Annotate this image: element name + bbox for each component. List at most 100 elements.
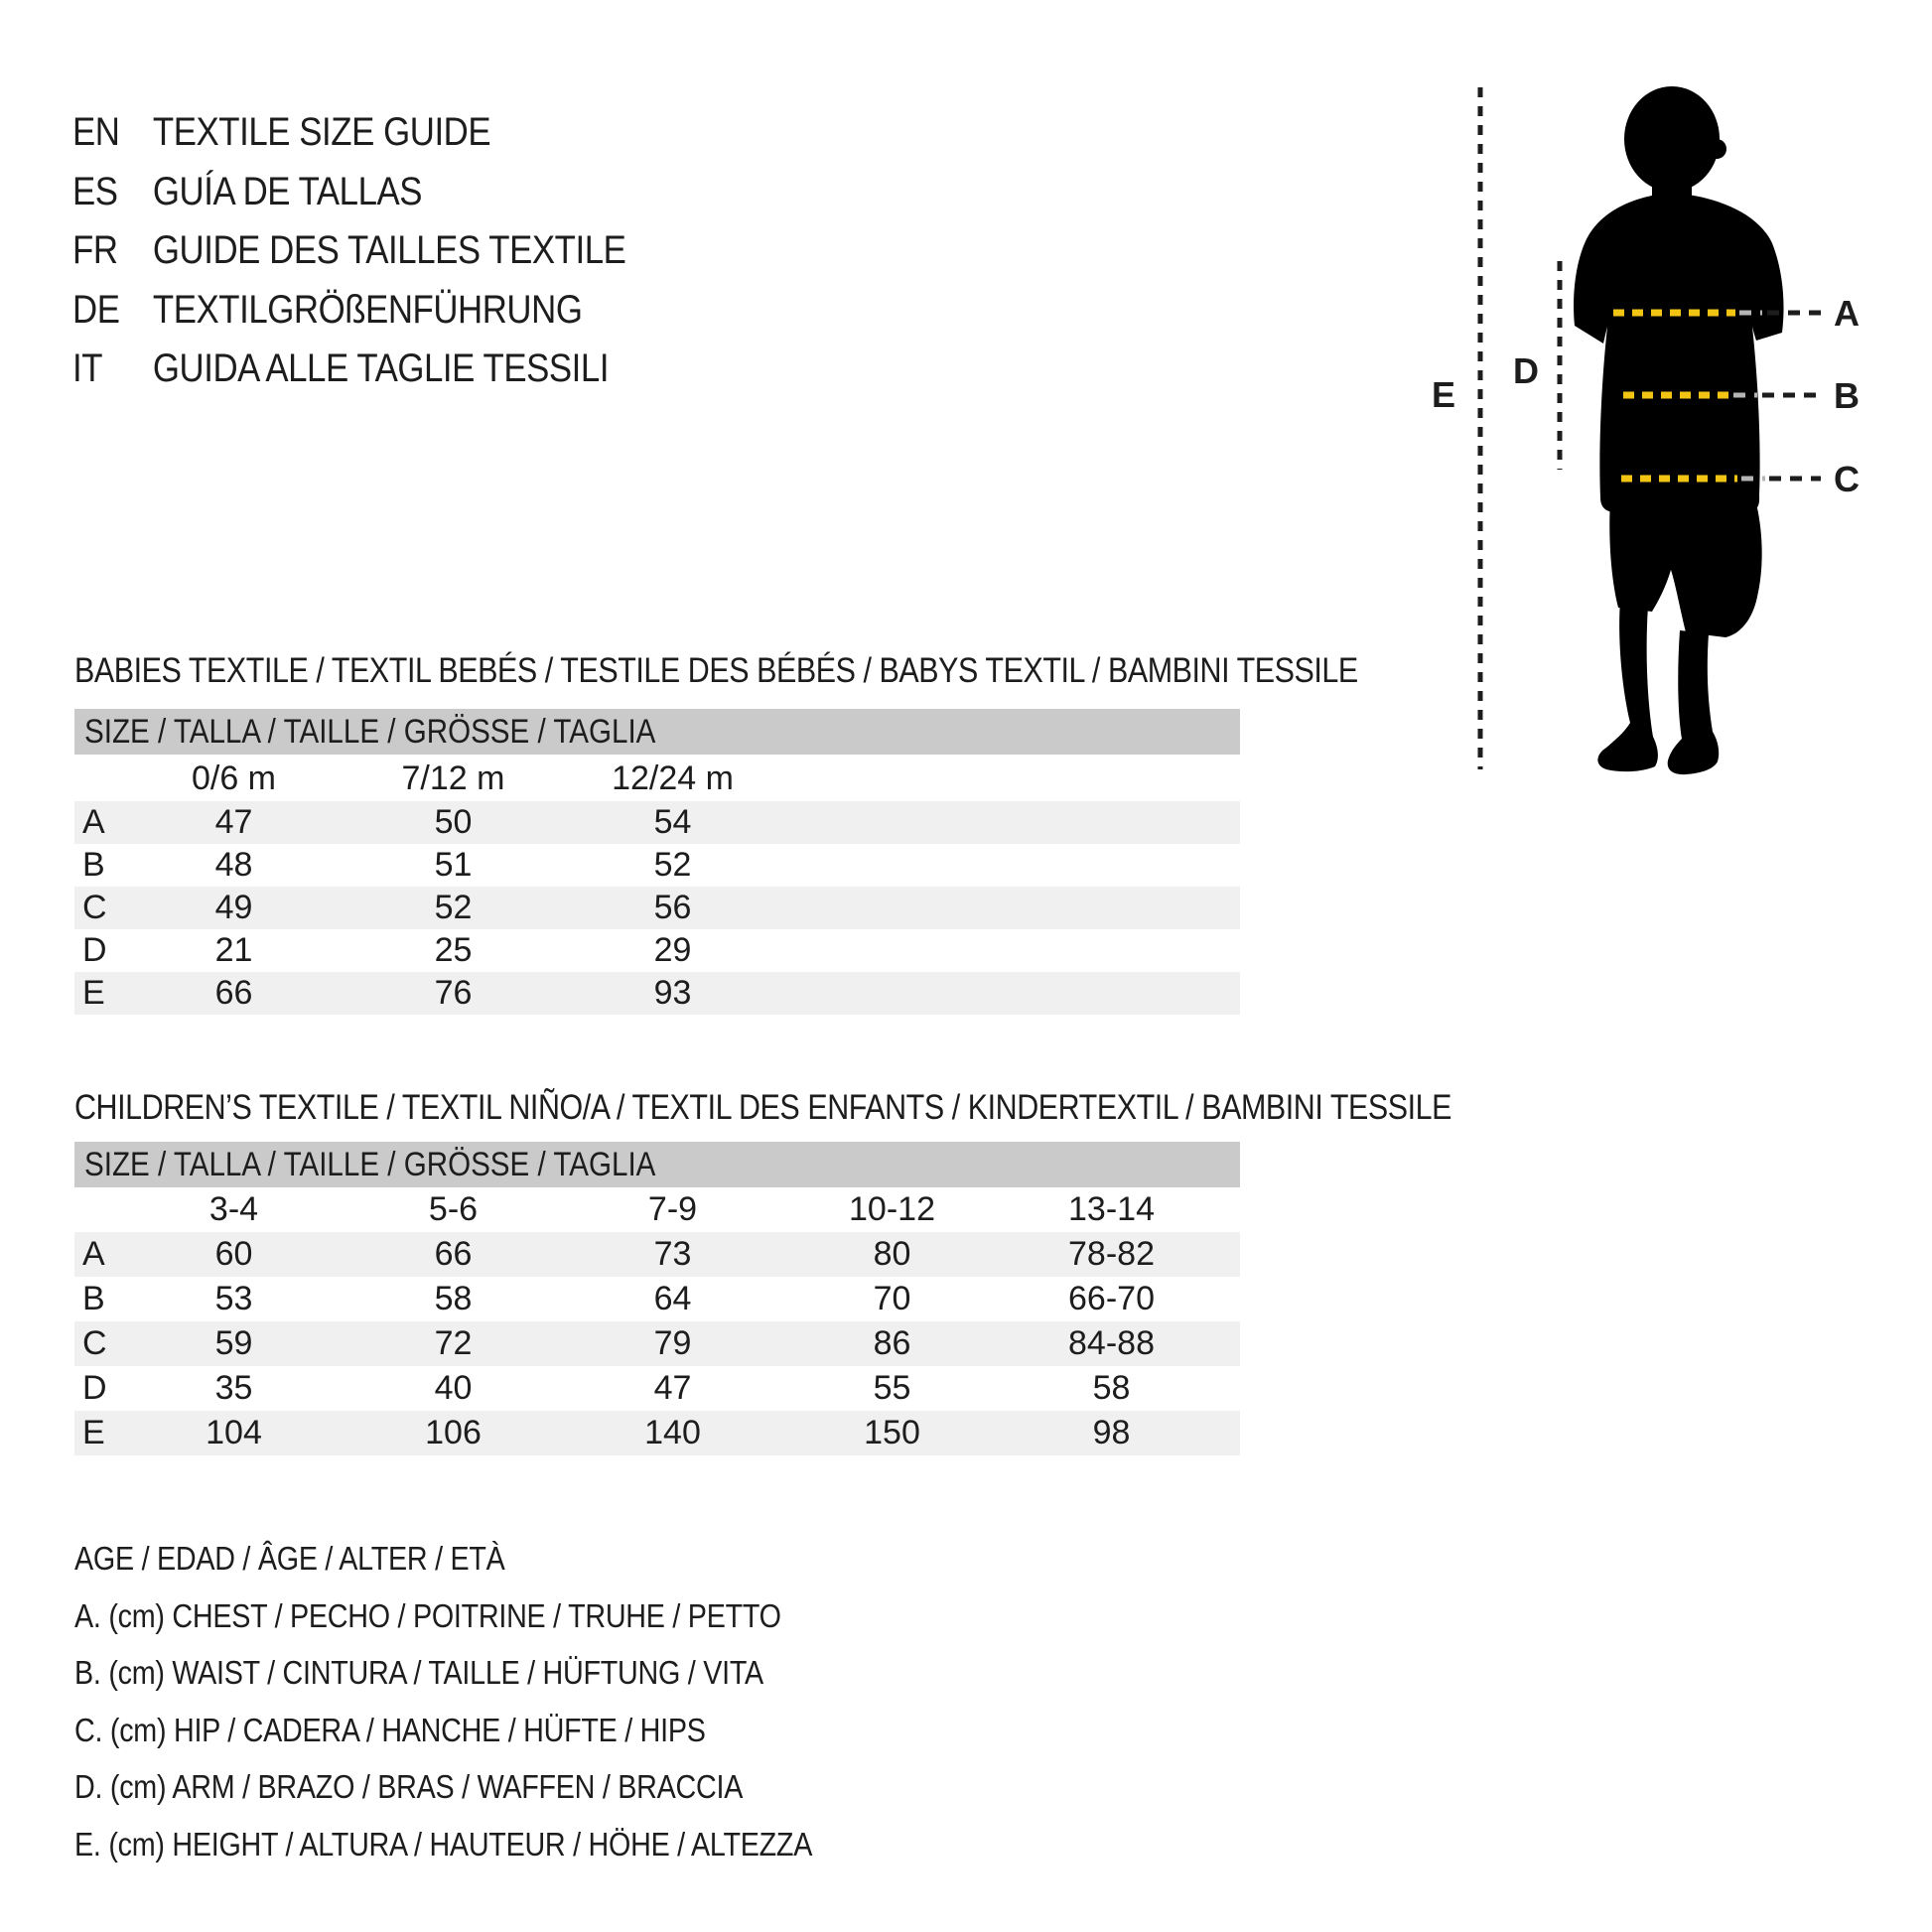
row-label: C <box>82 889 107 926</box>
silhouette-left-leg <box>1597 601 1658 772</box>
children-size-header-bar: SIZE / TALLA / TAILLE / GRÖSSE / TAGLIA <box>74 1142 1240 1187</box>
table-cell: 58 <box>434 1280 473 1317</box>
measurement-legend: AGE / EDAD / ÂGE / ALTER / ETÀ A. (cm) C… <box>74 1530 922 1873</box>
children-column-header-row: 3-4 5-6 7-9 10-12 13-14 <box>74 1187 1240 1232</box>
language-code: DE <box>72 287 120 332</box>
row-label: D <box>82 931 107 969</box>
figure-label-a: A <box>1834 293 1860 334</box>
row-label: A <box>82 803 105 841</box>
table-cell: 70 <box>873 1280 911 1317</box>
legend-line-arm: D. (cm) ARM / BRAZO / BRAS / WAFFEN / BR… <box>74 1768 744 1806</box>
table-row: C 49 52 56 <box>74 887 1240 929</box>
table-cell: 59 <box>214 1324 253 1362</box>
table-row: D 21 25 29 <box>74 929 1240 972</box>
table-cell: 66-70 <box>1068 1280 1155 1317</box>
figure-label-e: E <box>1432 374 1455 415</box>
column-header: 12/24 m <box>612 759 734 797</box>
row-label: D <box>82 1369 107 1407</box>
table-row: E 104 106 140 150 98 <box>74 1411 1240 1455</box>
language-title: GUIDA ALLE TAGLIE TESSILI <box>152 346 610 391</box>
legend-line-hip: C. (cm) HIP / CADERA / HANCHE / HÜFTE / … <box>74 1711 706 1748</box>
silhouette-shirt <box>1574 194 1784 512</box>
size-header-label: SIZE / TALLA / TAILLE / GRÖSSE / TAGLIA <box>84 1146 656 1183</box>
table-cell: 78-82 <box>1068 1235 1155 1273</box>
column-header: 0/6 m <box>191 759 277 797</box>
silhouette-right-leg <box>1667 630 1720 775</box>
table-row: A 60 66 73 80 78-82 <box>74 1232 1240 1277</box>
table-cell: 47 <box>214 803 253 841</box>
table-cell: 106 <box>425 1414 482 1451</box>
column-header: 3-4 <box>208 1190 259 1228</box>
table-cell: 79 <box>653 1324 692 1362</box>
table-cell: 86 <box>873 1324 911 1362</box>
table-cell: 60 <box>214 1235 253 1273</box>
language-title: GUIDE DES TAILLES TEXTILE <box>152 228 626 273</box>
table-cell: 98 <box>1092 1414 1131 1451</box>
table-cell: 52 <box>434 889 473 926</box>
table-cell: 66 <box>434 1235 473 1273</box>
language-code: FR <box>72 228 118 273</box>
table-cell: 64 <box>653 1280 692 1317</box>
table-row: A 47 50 54 <box>74 801 1240 844</box>
column-header: 13-14 <box>1068 1190 1155 1228</box>
language-title: TEXTILE SIZE GUIDE <box>152 110 491 155</box>
column-header: 10-12 <box>849 1190 935 1228</box>
babies-column-header-row: 0/6 m 7/12 m 12/24 m <box>74 756 1240 801</box>
legend-line-height: E. (cm) HEIGHT / ALTURA / HAUTEUR / HÖHE… <box>74 1825 813 1863</box>
table-cell: 29 <box>653 931 692 969</box>
table-cell: 76 <box>434 974 473 1012</box>
table-cell: 53 <box>214 1280 253 1317</box>
language-title-block: EN TEXTILE SIZE GUIDE ES GUÍA DE TALLAS … <box>72 103 709 399</box>
row-label: E <box>82 1414 105 1451</box>
table-corner-cell <box>74 756 124 801</box>
table-cell: 55 <box>873 1369 911 1407</box>
legend-line-waist: B. (cm) WAIST / CINTURA / TAILLE / HÜFTU… <box>74 1654 763 1692</box>
legend-line-age: AGE / EDAD / ÂGE / ALTER / ETÀ <box>74 1540 505 1577</box>
children-section-title: CHILDREN’S TEXTILE / TEXTIL NIÑO/A / TEX… <box>74 1088 1452 1127</box>
table-cell: 52 <box>653 846 692 884</box>
table-cell: 47 <box>653 1369 692 1407</box>
column-header: 5-6 <box>428 1190 479 1228</box>
table-cell: 56 <box>653 889 692 926</box>
table-row: E 66 76 93 <box>74 972 1240 1015</box>
table-cell: 93 <box>653 974 692 1012</box>
row-label: C <box>82 1324 107 1362</box>
table-row: B 48 51 52 <box>74 844 1240 887</box>
column-header: 7-9 <box>647 1190 698 1228</box>
figure-label-d: D <box>1513 350 1539 391</box>
table-cell: 21 <box>214 931 253 969</box>
table-cell: 35 <box>214 1369 253 1407</box>
figure-label-c: C <box>1834 459 1860 499</box>
table-row: B 53 58 64 70 66-70 <box>74 1277 1240 1321</box>
silhouette-ear <box>1707 139 1726 159</box>
language-code: EN <box>72 110 120 155</box>
child-silhouette-icon <box>1574 86 1784 775</box>
table-cell: 49 <box>214 889 253 926</box>
table-cell: 40 <box>434 1369 473 1407</box>
table-corner-cell <box>74 1187 124 1232</box>
table-cell: 80 <box>873 1235 911 1273</box>
column-header: 7/12 m <box>401 759 505 797</box>
table-cell: 150 <box>864 1414 920 1451</box>
legend-line-chest: A. (cm) CHEST / PECHO / POITRINE / TRUHE… <box>74 1596 781 1634</box>
babies-section-title: BABIES TEXTILE / TEXTIL BEBÉS / TESTILE … <box>74 651 1358 690</box>
table-cell: 58 <box>1092 1369 1131 1407</box>
language-row-it: IT GUIDA ALLE TAGLIE TESSILI <box>72 340 625 399</box>
row-label: E <box>82 974 105 1012</box>
table-cell: 72 <box>434 1324 473 1362</box>
table-cell: 51 <box>434 846 473 884</box>
table-cell: 50 <box>434 803 473 841</box>
language-row-es: ES GUÍA DE TALLAS <box>72 163 625 222</box>
table-cell: 104 <box>206 1414 262 1451</box>
size-header-label: SIZE / TALLA / TAILLE / GRÖSSE / TAGLIA <box>84 713 656 751</box>
table-row: D 35 40 47 55 58 <box>74 1366 1240 1411</box>
table-cell: 84-88 <box>1068 1324 1155 1362</box>
language-code: IT <box>72 346 103 391</box>
row-label: B <box>82 846 105 884</box>
silhouette-head <box>1624 86 1720 192</box>
table-cell: 66 <box>214 974 253 1012</box>
language-row-en: EN TEXTILE SIZE GUIDE <box>72 103 625 163</box>
language-title: GUÍA DE TALLAS <box>152 169 423 213</box>
table-cell: 140 <box>644 1414 701 1451</box>
